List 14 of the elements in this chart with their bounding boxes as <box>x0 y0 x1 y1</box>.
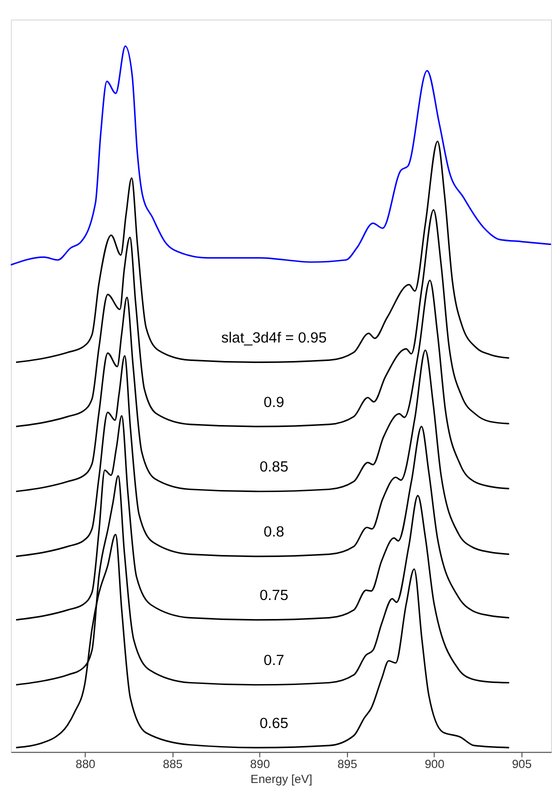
annotation: 0.7 <box>264 653 284 670</box>
annotation: 0.85 <box>260 460 288 476</box>
x-tick-label: 890 <box>250 757 270 772</box>
annotation: 0.65 <box>260 716 288 732</box>
x-tick-label: 895 <box>337 757 358 772</box>
annotation: 0.8 <box>264 524 284 541</box>
x-tick-label: 900 <box>424 757 445 772</box>
x-tick-label: 885 <box>162 757 184 772</box>
x-tick-label: 880 <box>76 757 96 772</box>
annotation: 0.75 <box>260 588 288 604</box>
x-tick-label: 905 <box>512 757 532 772</box>
x-axis-title: Energy [eV] <box>250 772 312 786</box>
annotation: 0.9 <box>264 394 284 411</box>
annotation: slat_3d4f = 0.95 <box>221 330 327 347</box>
